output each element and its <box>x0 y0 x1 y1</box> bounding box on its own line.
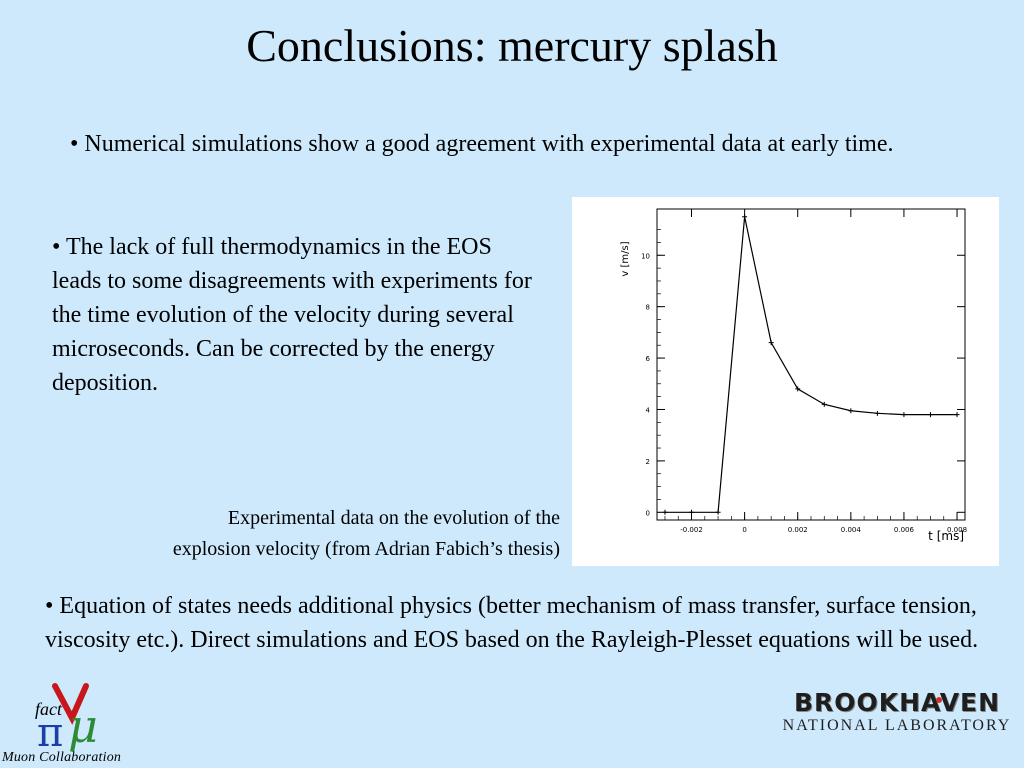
velocity-chart: -0.002 0 0.002 0.004 0.006 0.008 0 2 4 6 8 10 v [m/… <box>572 197 999 566</box>
pi-glyph-icon: π <box>37 710 63 756</box>
velocity-series-line <box>664 216 958 513</box>
data-point <box>954 412 960 418</box>
data-point <box>742 214 748 220</box>
data-point <box>848 408 854 414</box>
fact-label: fact <box>35 699 62 719</box>
y-tick-label: 0 <box>646 509 650 517</box>
bullet-thermodynamics: • The lack of full thermodynamics in the… <box>52 234 532 396</box>
y-tick-label: 8 <box>646 304 650 312</box>
y-tick-label: 10 <box>641 252 650 260</box>
mu-glyph-icon: μ <box>68 699 98 753</box>
x-tick-label: -0.002 <box>680 526 703 534</box>
y-tick-label: 6 <box>646 355 651 363</box>
x-tick-label: 0.002 <box>788 526 808 534</box>
chart-ticks: -0.002 0 0.002 0.004 0.006 0.008 0 2 4 6 8 10 <box>641 209 967 534</box>
x-tick-label: 0.004 <box>841 526 862 534</box>
y-tick-label: 4 <box>646 406 651 414</box>
data-point <box>874 410 880 416</box>
data-point <box>927 412 933 418</box>
x-tick-label: 0.008 <box>947 526 967 534</box>
brookhaven-wordmark: BROOKHAVEN <box>793 688 1001 717</box>
data-point <box>795 386 801 392</box>
chart-caption: Experimental data on the evolution of th… <box>40 503 560 565</box>
chart-series <box>662 214 960 515</box>
y-tick-label: 2 <box>646 458 650 466</box>
caption-line-1: Experimental data on the evolution of th… <box>227 507 560 529</box>
muon-collaboration-label: Muon Collaboration <box>2 750 122 765</box>
nu-glyph-icon <box>52 683 89 725</box>
brookhaven-dot-icon <box>936 697 942 703</box>
y-axis-label: v [m/s] <box>620 241 631 276</box>
data-point <box>715 509 721 515</box>
velocity-chart-svg: -0.002 0 0.002 0.004 0.006 0.008 0 2 4 6 8 10 v [m/… <box>620 208 967 543</box>
x-axis-label: t [ms] <box>928 529 964 543</box>
x-tick-label: 0 <box>742 526 746 534</box>
data-point <box>821 401 827 407</box>
slide-title: Conclusions: mercury splash <box>246 20 778 71</box>
plot-frame <box>656 208 966 521</box>
data-point <box>768 340 774 346</box>
data-point <box>901 412 907 418</box>
bullet-agreement: • Numerical simulations show a good agre… <box>70 131 894 157</box>
data-point <box>689 509 695 515</box>
muon-collaboration-logo: π μ <box>37 683 98 756</box>
x-tick-label: 0.006 <box>894 526 915 534</box>
bullet-equation-of-states: • Equation of states needs additional ph… <box>45 593 979 653</box>
national-laboratory-wordmark: NATIONAL LABORATORY <box>782 717 1012 734</box>
data-point <box>662 509 668 515</box>
chart-axes <box>656 208 966 521</box>
caption-line-2: explosion velocity (from Adrian Fabich’s… <box>172 538 560 560</box>
